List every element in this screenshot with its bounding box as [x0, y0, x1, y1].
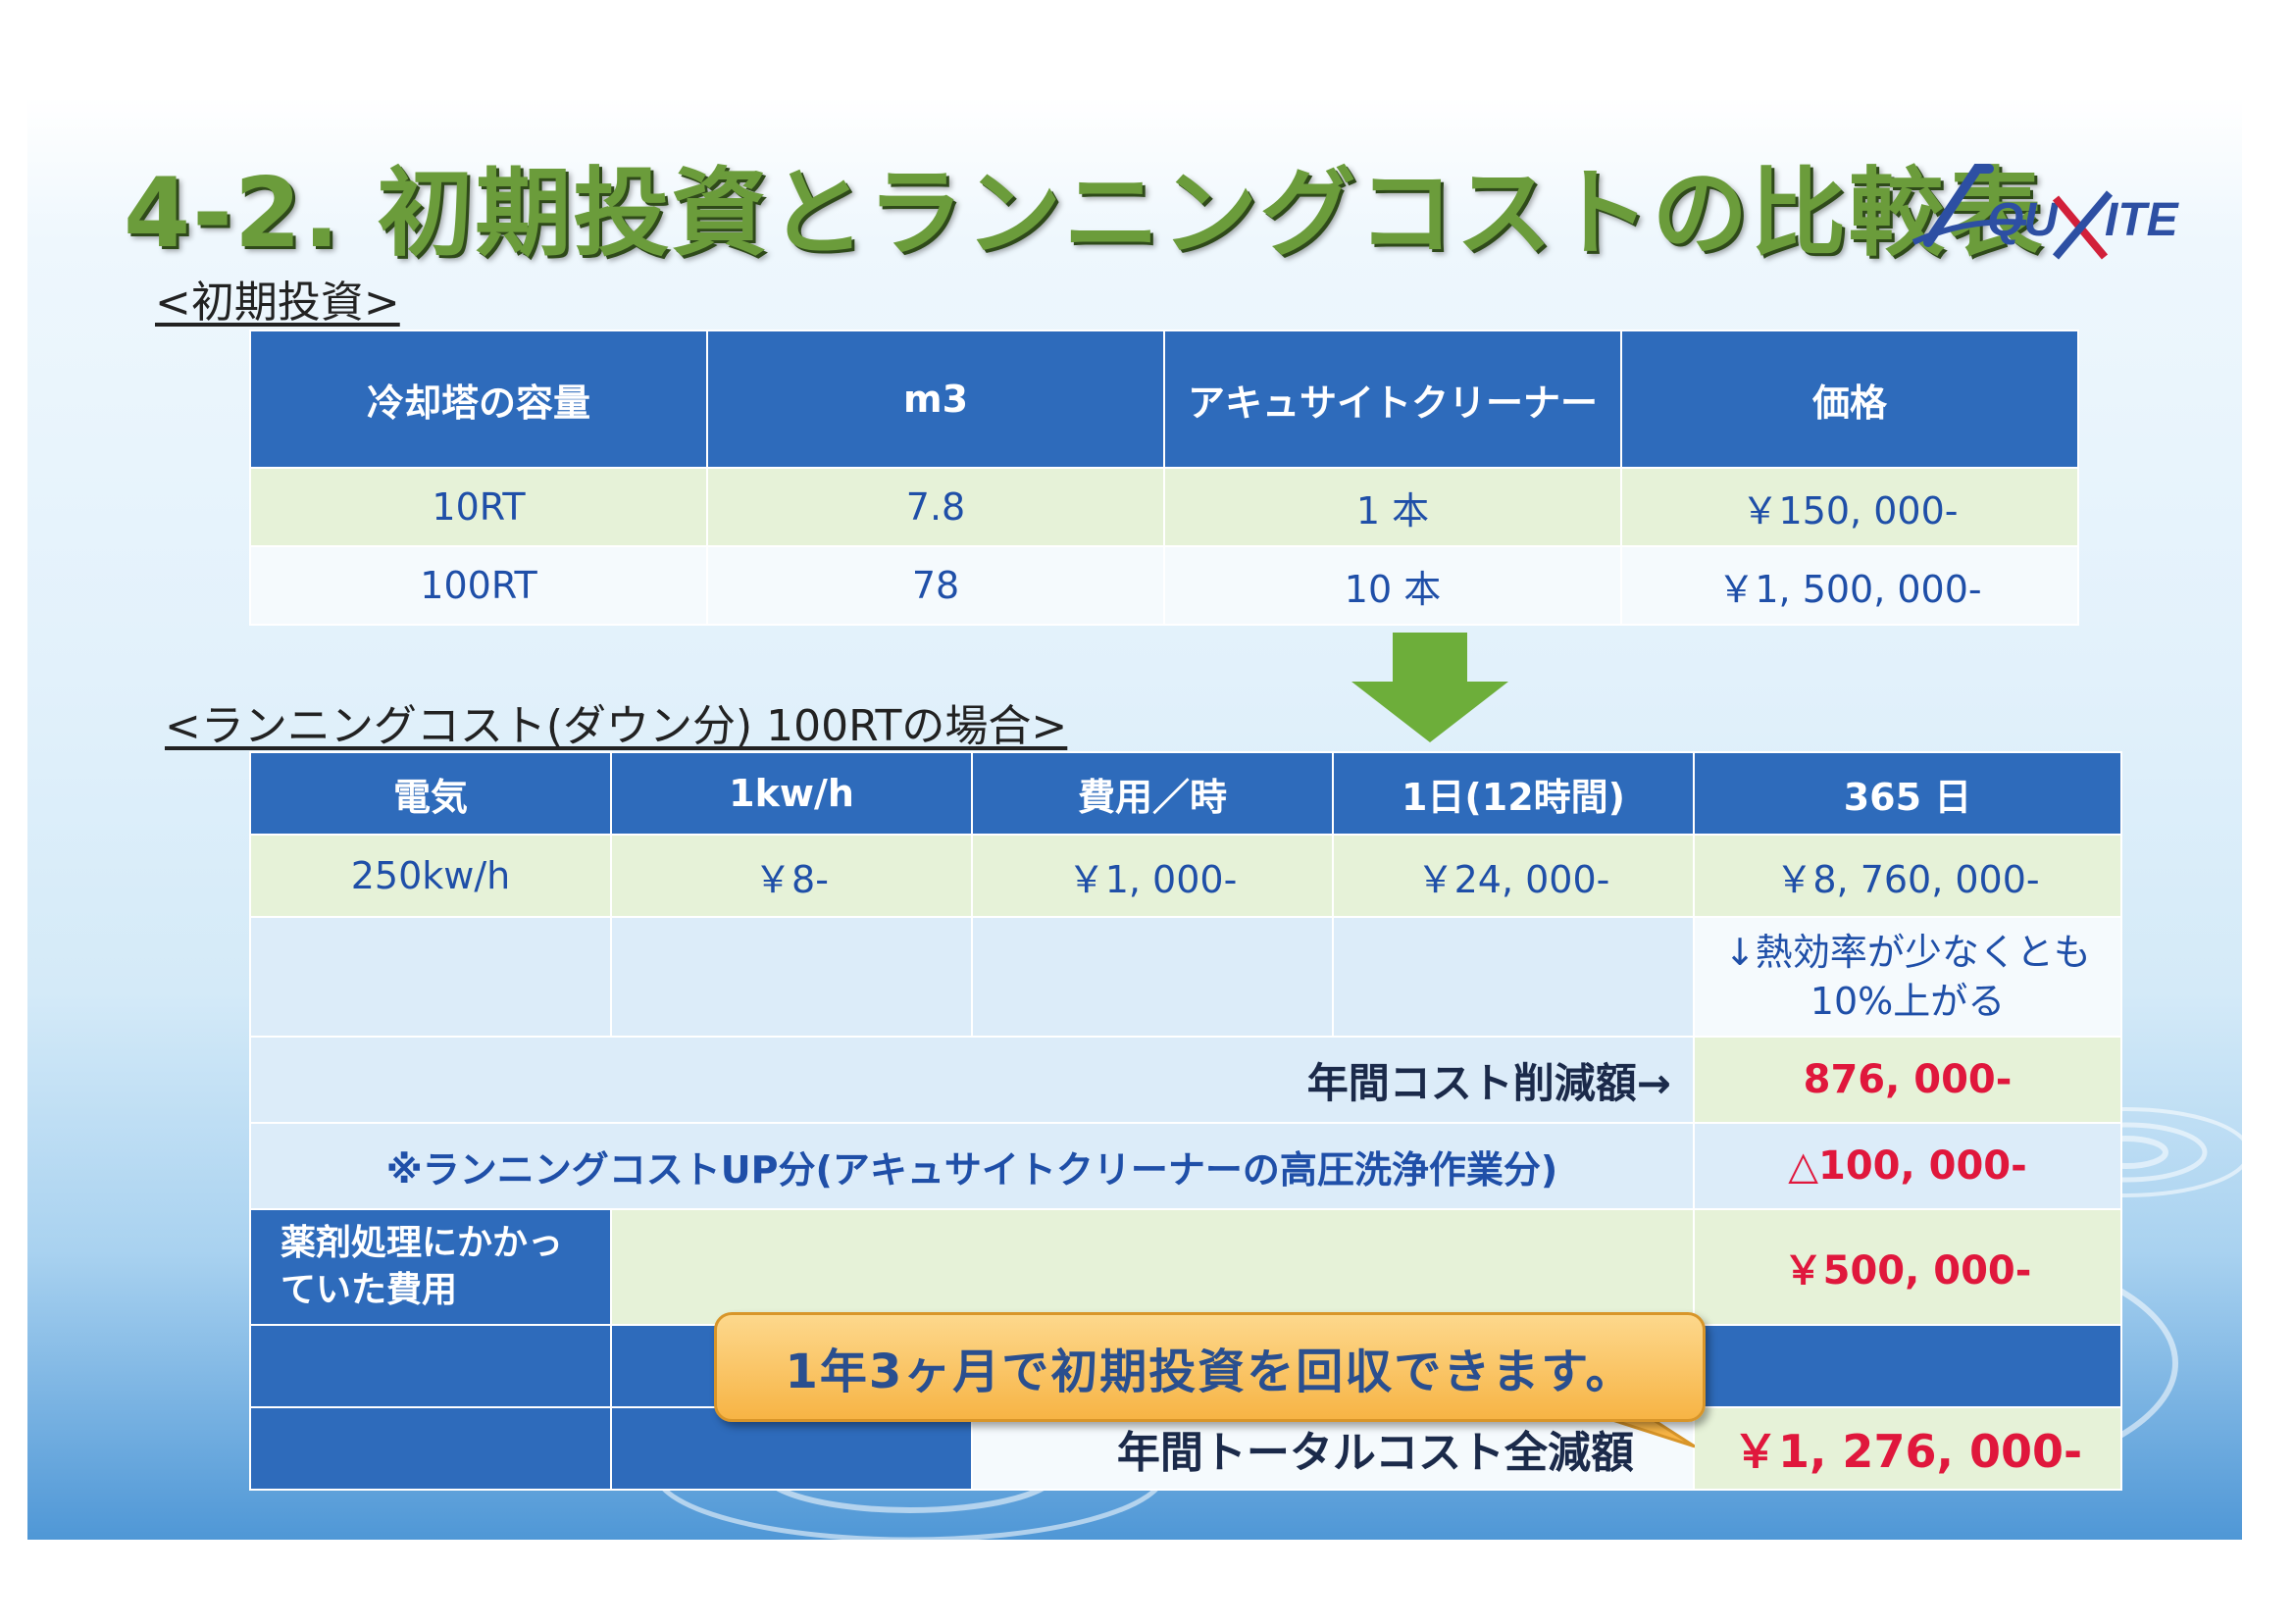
chemical-value: ￥500, 000- [1693, 1208, 2122, 1326]
slide: 4-2. 初期投資とランニングコストの比較表 QU ITE <初期投資> 冷却塔… [27, 98, 2242, 1540]
table-row: ↓熱効率が少なくとも10%上がる [249, 916, 2122, 1038]
chemical-label: 薬剤処理にかかっていた費用 [249, 1208, 612, 1326]
cell-cost-per-hour: ￥1, 000- [971, 834, 1334, 918]
header-cleaner: アキュサイトクリーナー [1163, 330, 1622, 469]
upcost-label: ※ランニングコストUP分(アキュサイトクリーナーの高圧洗浄作業分) [249, 1122, 1695, 1210]
annual-saving-value: 876, 000- [1693, 1036, 2122, 1124]
page-title: 4-2. 初期投資とランニングコストの比較表 [124, 158, 2045, 270]
table-row: 250kw/h ￥8- ￥1, 000- ￥24, 000- ￥8, 760, … [249, 834, 2122, 918]
cell-m3: 78 [706, 545, 1165, 626]
header-per-day: 1日(12時間) [1332, 751, 1695, 836]
header-cost-per-hour: 費用／時 [971, 751, 1334, 836]
total-value: ￥1, 276, 000- [1693, 1406, 2122, 1491]
cell-price: ￥150, 000- [1620, 467, 2079, 547]
header-electricity: 電気 [249, 751, 612, 836]
cell-cleaner: 10 本 [1163, 545, 1622, 626]
running-cost-heading: <ランニングコスト(ダウン分) 100RTの場合> [165, 701, 1068, 751]
svg-text:ITE: ITE [2105, 194, 2180, 246]
cell-capacity: 100RT [249, 545, 708, 626]
running-cost-table: 電気 1kw/h 費用／時 1日(12時間) 365 日 250kw/h ￥8-… [249, 751, 2122, 1491]
initial-investment-table: 冷却塔の容量 m3 アキュサイトクリーナー 価格 10RT 7.8 1 本 ￥1… [249, 330, 2079, 626]
svg-text:QU: QU [1987, 194, 2059, 246]
table-row: 年間コスト削減額→ 876, 000- [249, 1036, 2122, 1124]
cell-per-day: ￥24, 000- [1332, 834, 1695, 918]
efficiency-note: ↓熱効率が少なくとも10%上がる [1693, 916, 2122, 1038]
arrow-down-icon [1351, 633, 1508, 742]
table-row: 薬剤処理にかかっていた費用 ￥500, 000- [249, 1208, 2122, 1326]
header-capacity: 冷却塔の容量 [249, 330, 708, 469]
upcost-value: △100, 000- [1693, 1122, 2122, 1210]
table-row: 100RT 78 10 本 ￥1, 500, 000- [249, 545, 2079, 626]
initial-investment-heading: <初期投資> [155, 278, 400, 328]
cell-cleaner: 1 本 [1163, 467, 1622, 547]
cell-electricity: 250kw/h [249, 834, 612, 918]
header-365-days: 365 日 [1693, 751, 2122, 836]
aquxite-logo: QU ITE [1912, 164, 2180, 260]
payback-callout: 1年3ヶ月で初期投資を回収できます。 [714, 1312, 1706, 1422]
cell-kwh: ￥8- [610, 834, 973, 918]
header-kwh: 1kw/h [610, 751, 973, 836]
header-m3: m3 [706, 330, 1165, 469]
annual-saving-label: 年間コスト削減額→ [249, 1036, 1695, 1124]
cell-m3: 7.8 [706, 467, 1165, 547]
table-row: 10RT 7.8 1 本 ￥150, 000- [249, 467, 2079, 547]
table-row: ※ランニングコストUP分(アキュサイトクリーナーの高圧洗浄作業分) △100, … [249, 1122, 2122, 1210]
header-price: 価格 [1620, 330, 2079, 469]
cell-365-days: ￥8, 760, 000- [1693, 834, 2122, 918]
cell-price: ￥1, 500, 000- [1620, 545, 2079, 626]
cell-capacity: 10RT [249, 467, 708, 547]
